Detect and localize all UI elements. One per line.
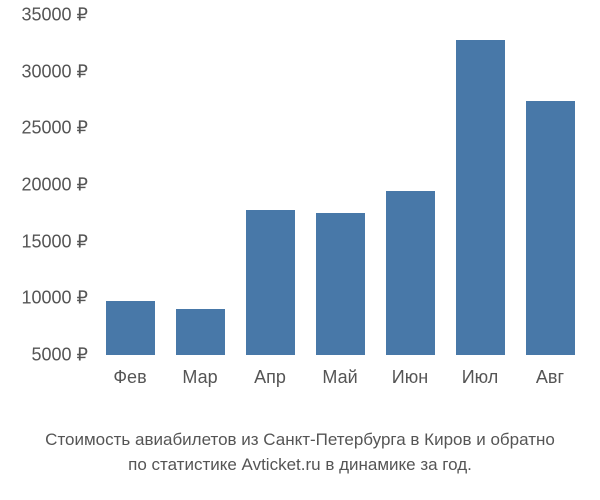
x-tick-label: Фев — [113, 367, 146, 388]
bar — [106, 301, 155, 355]
y-tick-label: 20000 ₽ — [21, 175, 88, 196]
chart-caption: Стоимость авиабилетов из Санкт-Петербург… — [0, 428, 600, 477]
bar — [526, 101, 575, 355]
x-tick-label: Авг — [536, 367, 564, 388]
caption-line-1: Стоимость авиабилетов из Санкт-Петербург… — [45, 430, 555, 449]
x-tick-label: Июл — [462, 367, 499, 388]
y-tick-label: 30000 ₽ — [21, 61, 88, 82]
bar — [386, 191, 435, 355]
x-tick-label: Июн — [392, 367, 428, 388]
y-tick-label: 25000 ₽ — [21, 118, 88, 139]
x-tick-label: Мар — [182, 367, 217, 388]
plot-area — [95, 15, 585, 355]
y-tick-label: 10000 ₽ — [21, 288, 88, 309]
x-tick-label: Апр — [254, 367, 286, 388]
y-tick-label: 5000 ₽ — [32, 345, 89, 366]
bar — [316, 213, 365, 355]
bar-chart: 5000 ₽ 10000 ₽ 15000 ₽ 20000 ₽ 25000 ₽ 30000 … — [0, 0, 600, 420]
bar — [456, 40, 505, 355]
bar — [246, 210, 295, 355]
y-tick-label: 35000 ₽ — [21, 5, 88, 26]
y-tick-label: 15000 ₽ — [21, 231, 88, 252]
caption-line-2: по статистике Avticket.ru в динамике за … — [128, 455, 472, 474]
bar — [176, 309, 225, 355]
x-tick-label: Май — [322, 367, 357, 388]
